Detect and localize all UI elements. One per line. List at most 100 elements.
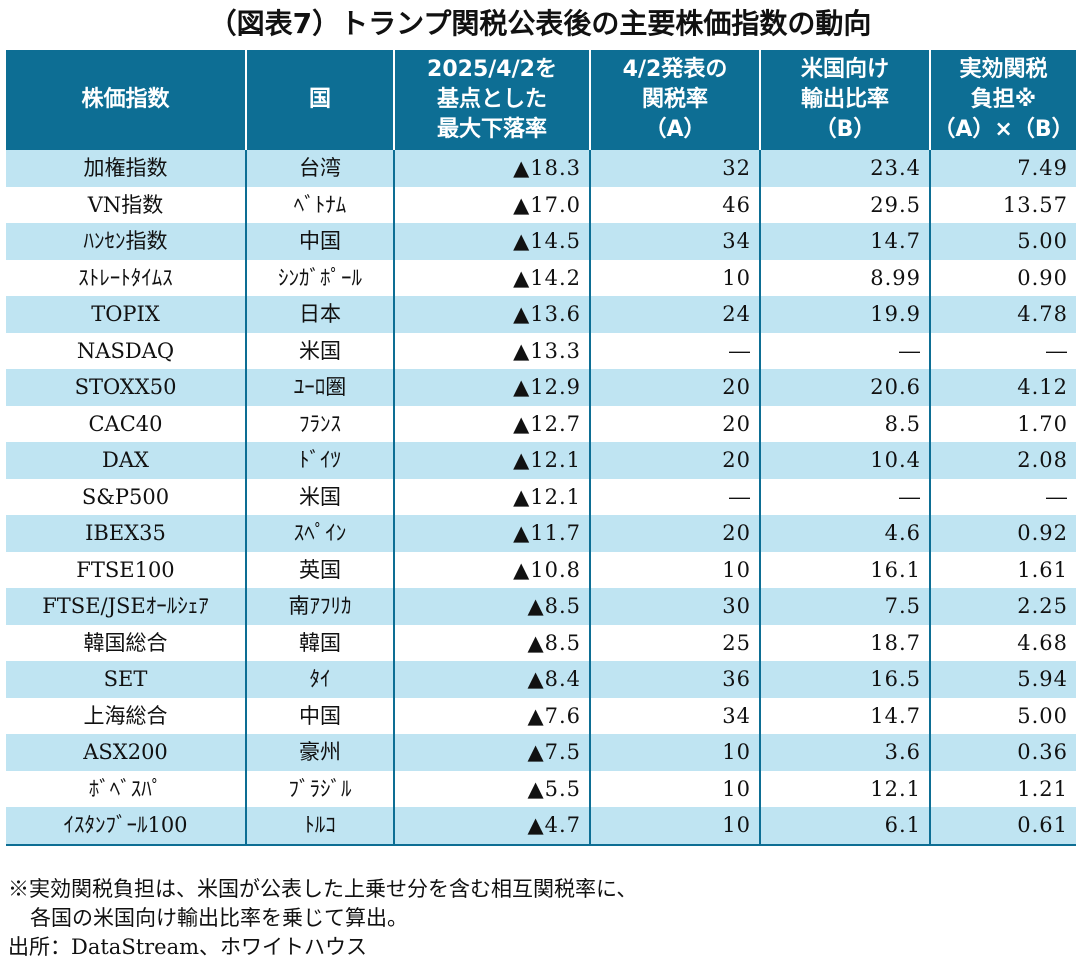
cell-max-decline: ▲12.7 bbox=[393, 405, 590, 442]
cell-export-ratio: 8.5 bbox=[759, 405, 930, 442]
cell-country: ｽﾍﾟｲﾝ bbox=[245, 515, 394, 552]
stock-index-table: 株価指数 国 2025/4/2を 基点とした 最大下落率 4/2発表の 関税率 … bbox=[6, 50, 1076, 846]
cell-max-decline: ▲13.6 bbox=[393, 296, 590, 333]
cell-max-decline: ▲8.5 bbox=[393, 588, 590, 625]
cell-max-decline: ▲4.7 bbox=[393, 807, 590, 846]
header-max-decline: 2025/4/2を 基点とした 最大下落率 bbox=[393, 50, 590, 150]
page-title: （図表7）トランプ関税公表後の主要株価指数の動向 bbox=[208, 7, 872, 40]
cell-export-ratio: 14.7 bbox=[759, 697, 930, 734]
cell-tariff-rate: 24 bbox=[589, 296, 760, 333]
cell-export-ratio: 7.5 bbox=[759, 588, 930, 625]
cell-max-decline: ▲12.1 bbox=[393, 478, 590, 515]
table-row: TOPIX 日本 ▲13.6 24 19.9 4.78 bbox=[6, 296, 1076, 333]
table-row: IBEX35 ｽﾍﾟｲﾝ ▲11.7 20 4.6 0.92 bbox=[6, 515, 1076, 552]
table-row: ASX200 豪州 ▲7.5 10 3.6 0.36 bbox=[6, 734, 1076, 771]
cell-effective-burden: 0.61 bbox=[929, 807, 1076, 846]
cell-index: FTSE100 bbox=[6, 551, 246, 588]
header-country: 国 bbox=[245, 50, 394, 150]
header-export-ratio: 米国向け 輸出比率 （B） bbox=[759, 50, 930, 150]
cell-tariff-rate: ― bbox=[589, 478, 760, 515]
cell-effective-burden: 0.90 bbox=[929, 259, 1076, 296]
table-row: DAX ﾄﾞｲﾂ ▲12.1 20 10.4 2.08 bbox=[6, 442, 1076, 479]
cell-index: S&P500 bbox=[6, 478, 246, 515]
cell-index: ﾎﾞﾍﾞｽﾊﾟ bbox=[6, 770, 246, 807]
cell-index: DAX bbox=[6, 442, 246, 479]
cell-tariff-rate: 10 bbox=[589, 770, 760, 807]
cell-country: 中国 bbox=[245, 697, 394, 734]
cell-effective-burden: ― bbox=[929, 478, 1076, 515]
cell-export-ratio: 12.1 bbox=[759, 770, 930, 807]
cell-index: 加権指数 bbox=[6, 150, 246, 187]
cell-tariff-rate: 25 bbox=[589, 624, 760, 661]
cell-tariff-rate: 34 bbox=[589, 697, 760, 734]
cell-country: ｼﾝｶﾞﾎﾟｰﾙ bbox=[245, 259, 394, 296]
table-row: 韓国総合 韓国 ▲8.5 25 18.7 4.68 bbox=[6, 624, 1076, 661]
cell-max-decline: ▲18.3 bbox=[393, 150, 590, 187]
cell-max-decline: ▲14.2 bbox=[393, 259, 590, 296]
cell-effective-burden: 7.49 bbox=[929, 150, 1076, 187]
cell-max-decline: ▲12.1 bbox=[393, 442, 590, 479]
cell-effective-burden: 5.94 bbox=[929, 661, 1076, 698]
header-index: 株価指数 bbox=[6, 50, 246, 150]
cell-effective-burden: 5.00 bbox=[929, 223, 1076, 260]
cell-max-decline: ▲7.6 bbox=[393, 697, 590, 734]
cell-max-decline: ▲10.8 bbox=[393, 551, 590, 588]
cell-max-decline: ▲7.5 bbox=[393, 734, 590, 771]
header-tariff-rate: 4/2発表の 関税率 （A） bbox=[589, 50, 760, 150]
cell-index: ｽﾄﾚｰﾄﾀｲﾑｽ bbox=[6, 259, 246, 296]
cell-effective-burden: ― bbox=[929, 332, 1076, 369]
cell-export-ratio: 20.6 bbox=[759, 369, 930, 406]
cell-export-ratio: 29.5 bbox=[759, 186, 930, 223]
cell-export-ratio: 6.1 bbox=[759, 807, 930, 846]
cell-country: ﾄﾙｺ bbox=[245, 807, 394, 846]
cell-index: IBEX35 bbox=[6, 515, 246, 552]
cell-country: 米国 bbox=[245, 478, 394, 515]
cell-effective-burden: 13.57 bbox=[929, 186, 1076, 223]
cell-index: CAC40 bbox=[6, 405, 246, 442]
cell-country: 台湾 bbox=[245, 150, 394, 187]
cell-index: 韓国総合 bbox=[6, 624, 246, 661]
cell-index: 上海総合 bbox=[6, 697, 246, 734]
cell-country: ﾍﾞﾄﾅﾑ bbox=[245, 186, 394, 223]
table-row: NASDAQ 米国 ▲13.3 ― ― ― bbox=[6, 332, 1076, 369]
table-row: SET ﾀｲ ▲8.4 36 16.5 5.94 bbox=[6, 661, 1076, 698]
cell-max-decline: ▲8.4 bbox=[393, 661, 590, 698]
cell-index: VN指数 bbox=[6, 186, 246, 223]
source-note: 出所：DataStream、ホワイトハウス bbox=[8, 935, 368, 959]
cell-country: ﾄﾞｲﾂ bbox=[245, 442, 394, 479]
cell-index: NASDAQ bbox=[6, 332, 246, 369]
cell-index: SET bbox=[6, 661, 246, 698]
table-body: 加権指数 台湾 ▲18.3 32 23.4 7.49 VN指数 ﾍﾞﾄﾅﾑ ▲17.0 46 29.… bbox=[6, 150, 1076, 846]
cell-effective-burden: 4.68 bbox=[929, 624, 1076, 661]
cell-export-ratio: ― bbox=[759, 332, 930, 369]
cell-effective-burden: 2.25 bbox=[929, 588, 1076, 625]
cell-country: ﾀｲ bbox=[245, 661, 394, 698]
table-header-row: 株価指数 国 2025/4/2を 基点とした 最大下落率 4/2発表の 関税率 … bbox=[6, 50, 1076, 150]
cell-tariff-rate: 20 bbox=[589, 405, 760, 442]
cell-tariff-rate: 20 bbox=[589, 515, 760, 552]
cell-tariff-rate: 10 bbox=[589, 259, 760, 296]
cell-export-ratio: 16.1 bbox=[759, 551, 930, 588]
cell-effective-burden: 5.00 bbox=[929, 697, 1076, 734]
cell-export-ratio: 18.7 bbox=[759, 624, 930, 661]
cell-tariff-rate: 32 bbox=[589, 150, 760, 187]
cell-export-ratio: 16.5 bbox=[759, 661, 930, 698]
cell-export-ratio: 19.9 bbox=[759, 296, 930, 333]
cell-max-decline: ▲11.7 bbox=[393, 515, 590, 552]
table-row: ｲｽﾀﾝﾌﾞｰﾙ100 ﾄﾙｺ ▲4.7 10 6.1 0.61 bbox=[6, 807, 1076, 846]
cell-export-ratio: 23.4 bbox=[759, 150, 930, 187]
table-row: 加権指数 台湾 ▲18.3 32 23.4 7.49 bbox=[6, 150, 1076, 187]
cell-country: 豪州 bbox=[245, 734, 394, 771]
cell-effective-burden: 1.70 bbox=[929, 405, 1076, 442]
cell-effective-burden: 2.08 bbox=[929, 442, 1076, 479]
cell-effective-burden: 4.78 bbox=[929, 296, 1076, 333]
cell-index: TOPIX bbox=[6, 296, 246, 333]
cell-country: 韓国 bbox=[245, 624, 394, 661]
footnote-line-2: 各国の米国向け輸出比率を乗じて算出。 bbox=[30, 906, 408, 930]
cell-index: FTSE/JSEｵｰﾙｼｪｱ bbox=[6, 588, 246, 625]
table-row: ﾊﾝｾﾝ指数 中国 ▲14.5 34 14.7 5.00 bbox=[6, 223, 1076, 260]
cell-tariff-rate: 20 bbox=[589, 442, 760, 479]
cell-effective-burden: 1.61 bbox=[929, 551, 1076, 588]
cell-max-decline: ▲8.5 bbox=[393, 624, 590, 661]
cell-max-decline: ▲13.3 bbox=[393, 332, 590, 369]
